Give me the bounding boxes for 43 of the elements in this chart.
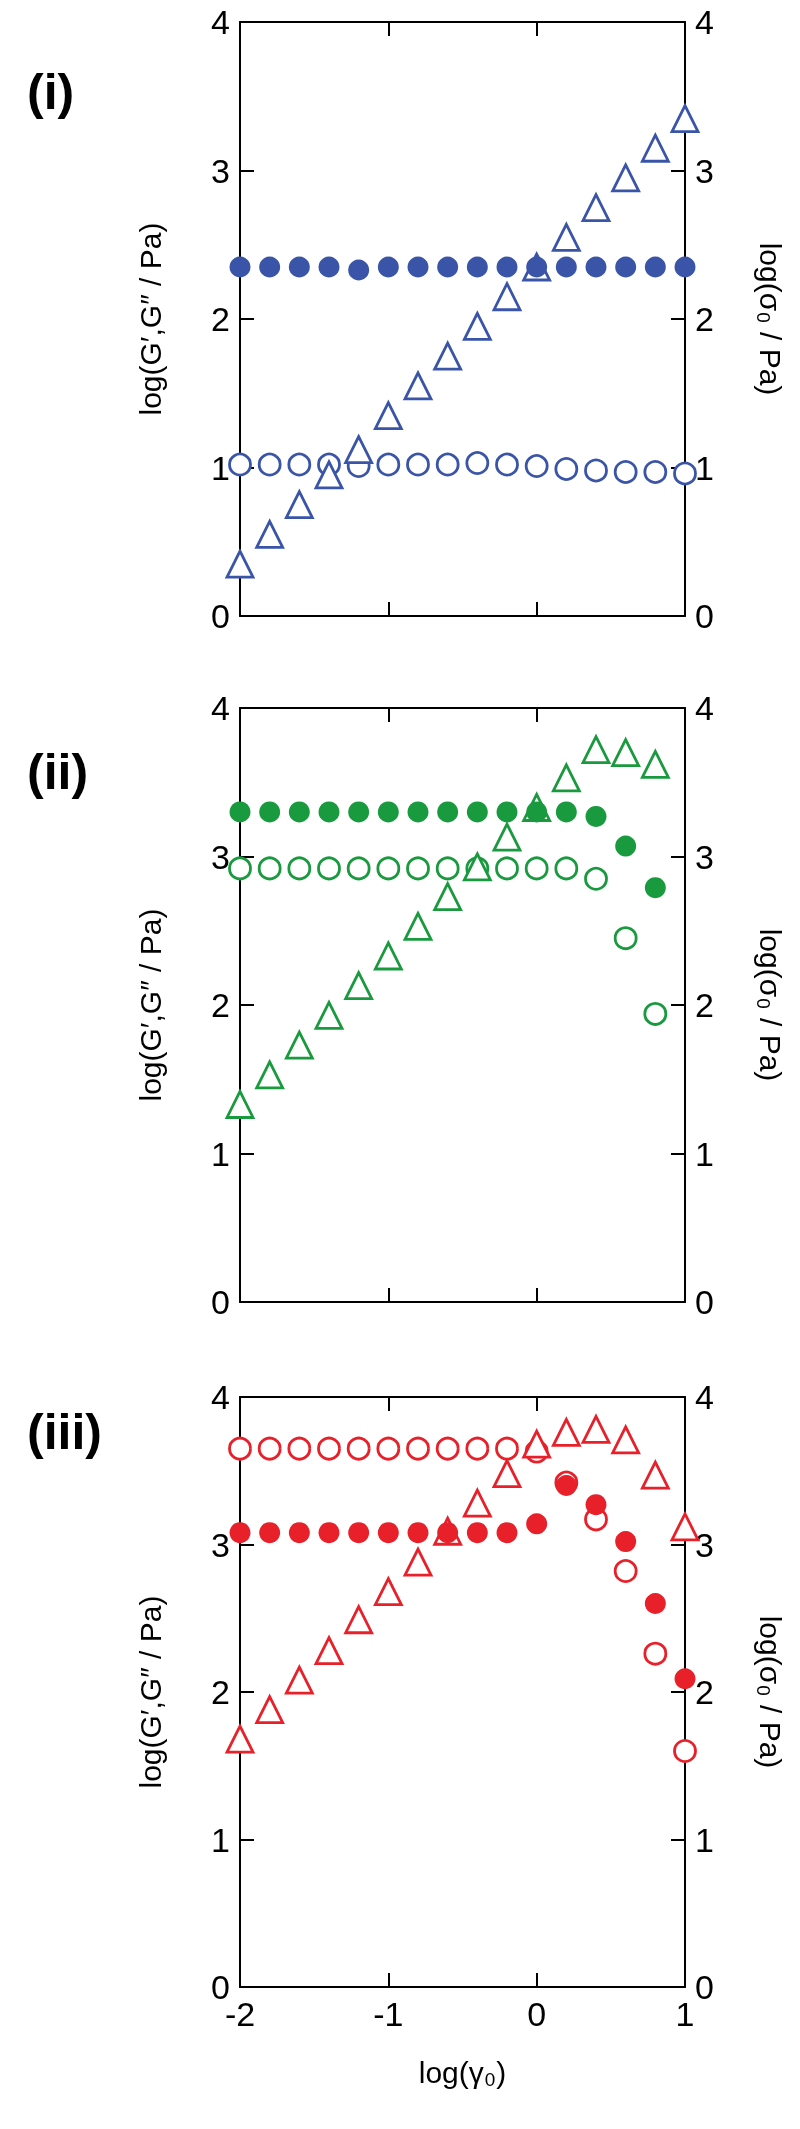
y2-tick-label: 1 xyxy=(695,448,714,487)
y2-tick-label: 0 xyxy=(695,1968,714,2006)
y-tick-label: 4 xyxy=(211,689,230,727)
y-tick-label: 3 xyxy=(211,1525,230,1564)
y2-tick-label: 4 xyxy=(695,3,714,41)
y-axis-title: log(G′,G″ / Pa) xyxy=(133,908,167,1102)
y-tick-label: 4 xyxy=(211,3,230,41)
y2-tick-label: 2 xyxy=(695,300,714,338)
x-tick-label: 0 xyxy=(527,1995,547,2033)
x-tick-label: -1 xyxy=(373,1995,404,2033)
y-tick-label: 2 xyxy=(211,300,230,338)
y2-tick-label: 2 xyxy=(695,986,714,1024)
x-tick-label: 1 xyxy=(675,1995,695,2033)
y2-tick-label: 3 xyxy=(695,837,714,876)
y2-tick-label: 1 xyxy=(695,1134,714,1173)
y-tick-label: 0 xyxy=(211,597,230,635)
y2-axis-title: log(σ₀ / Pa) xyxy=(753,1615,787,1769)
y2-axis-title: log(σ₀ / Pa) xyxy=(753,928,787,1082)
x-axis-title: log(γ₀) xyxy=(418,2055,507,2089)
y-axis-title: log(G′,G″ / Pa) xyxy=(133,1595,167,1789)
y2-tick-label: 0 xyxy=(695,1283,714,1321)
y-tick-label: 0 xyxy=(211,1283,230,1321)
y2-tick-label: 3 xyxy=(695,151,714,190)
y-tick-label: 4 xyxy=(211,1378,230,1416)
y2-tick-label: 2 xyxy=(695,1673,714,1711)
y2-tick-label: 4 xyxy=(695,1378,714,1416)
y-tick-label: 0 xyxy=(211,1968,230,2006)
y-axis-title: log(G′,G″ / Pa) xyxy=(133,222,167,416)
y2-tick-label: 3 xyxy=(695,1525,714,1564)
y-tick-label: 1 xyxy=(211,448,230,487)
y2-axis-title: log(σ₀ / Pa) xyxy=(753,242,787,396)
y-tick-label: 2 xyxy=(211,1673,230,1711)
y-tick-label: 2 xyxy=(211,986,230,1024)
text: (i) xyxy=(27,64,75,120)
y-tick-label: 3 xyxy=(211,151,230,190)
y-tick-label: 1 xyxy=(211,1820,230,1859)
y-tick-label: 3 xyxy=(211,837,230,876)
y-tick-label: 1 xyxy=(211,1134,230,1173)
y2-tick-label: 0 xyxy=(695,597,714,635)
y2-tick-label: 4 xyxy=(695,689,714,727)
chart-title: (iii) xyxy=(27,1404,102,1460)
y2-tick-label: 1 xyxy=(695,1820,714,1859)
text: (ii) xyxy=(27,744,89,800)
